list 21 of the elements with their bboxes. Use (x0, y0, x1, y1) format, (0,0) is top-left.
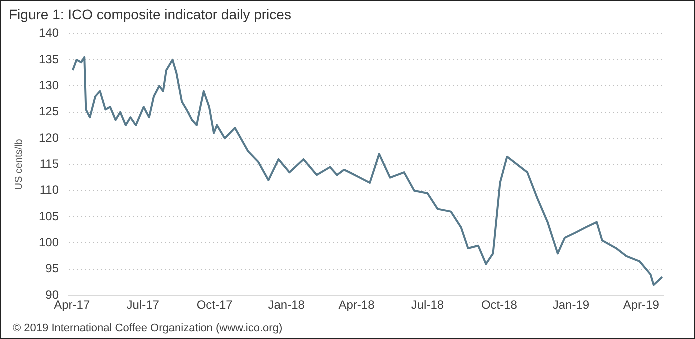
x-tick-label: Oct-18 (481, 298, 518, 312)
chart-title: Figure 1: ICO composite indicator daily prices (9, 6, 292, 22)
y-tick-label: 120 (38, 130, 60, 145)
y-tick-label: 140 (38, 26, 60, 40)
x-tick-label: Jan-19 (552, 298, 590, 312)
y-tick-label: 95 (46, 262, 60, 276)
y-tick-label: 100 (38, 236, 60, 250)
y-tick-label: 135 (38, 52, 60, 66)
y-tick-label: 105 (38, 209, 60, 224)
x-tick-label: Apr-19 (623, 298, 660, 312)
y-tick-label: 125 (38, 104, 60, 119)
y-axis-title: US cents/lb (14, 138, 25, 190)
x-tick-label: Jul-18 (411, 298, 444, 312)
text: © 2019 International Coffee Organization (www.ico.org) (13, 322, 283, 335)
x-tick-label: Jul-17 (126, 298, 160, 312)
y-tick-label: 110 (40, 183, 60, 198)
x-tick-label: Oct-17 (196, 298, 234, 312)
y-tick-label: 130 (38, 78, 60, 92)
x-tick-label: Jan-18 (268, 298, 306, 312)
y-tick-label: 115 (40, 157, 60, 172)
x-tick-label: Apr-18 (338, 298, 376, 312)
